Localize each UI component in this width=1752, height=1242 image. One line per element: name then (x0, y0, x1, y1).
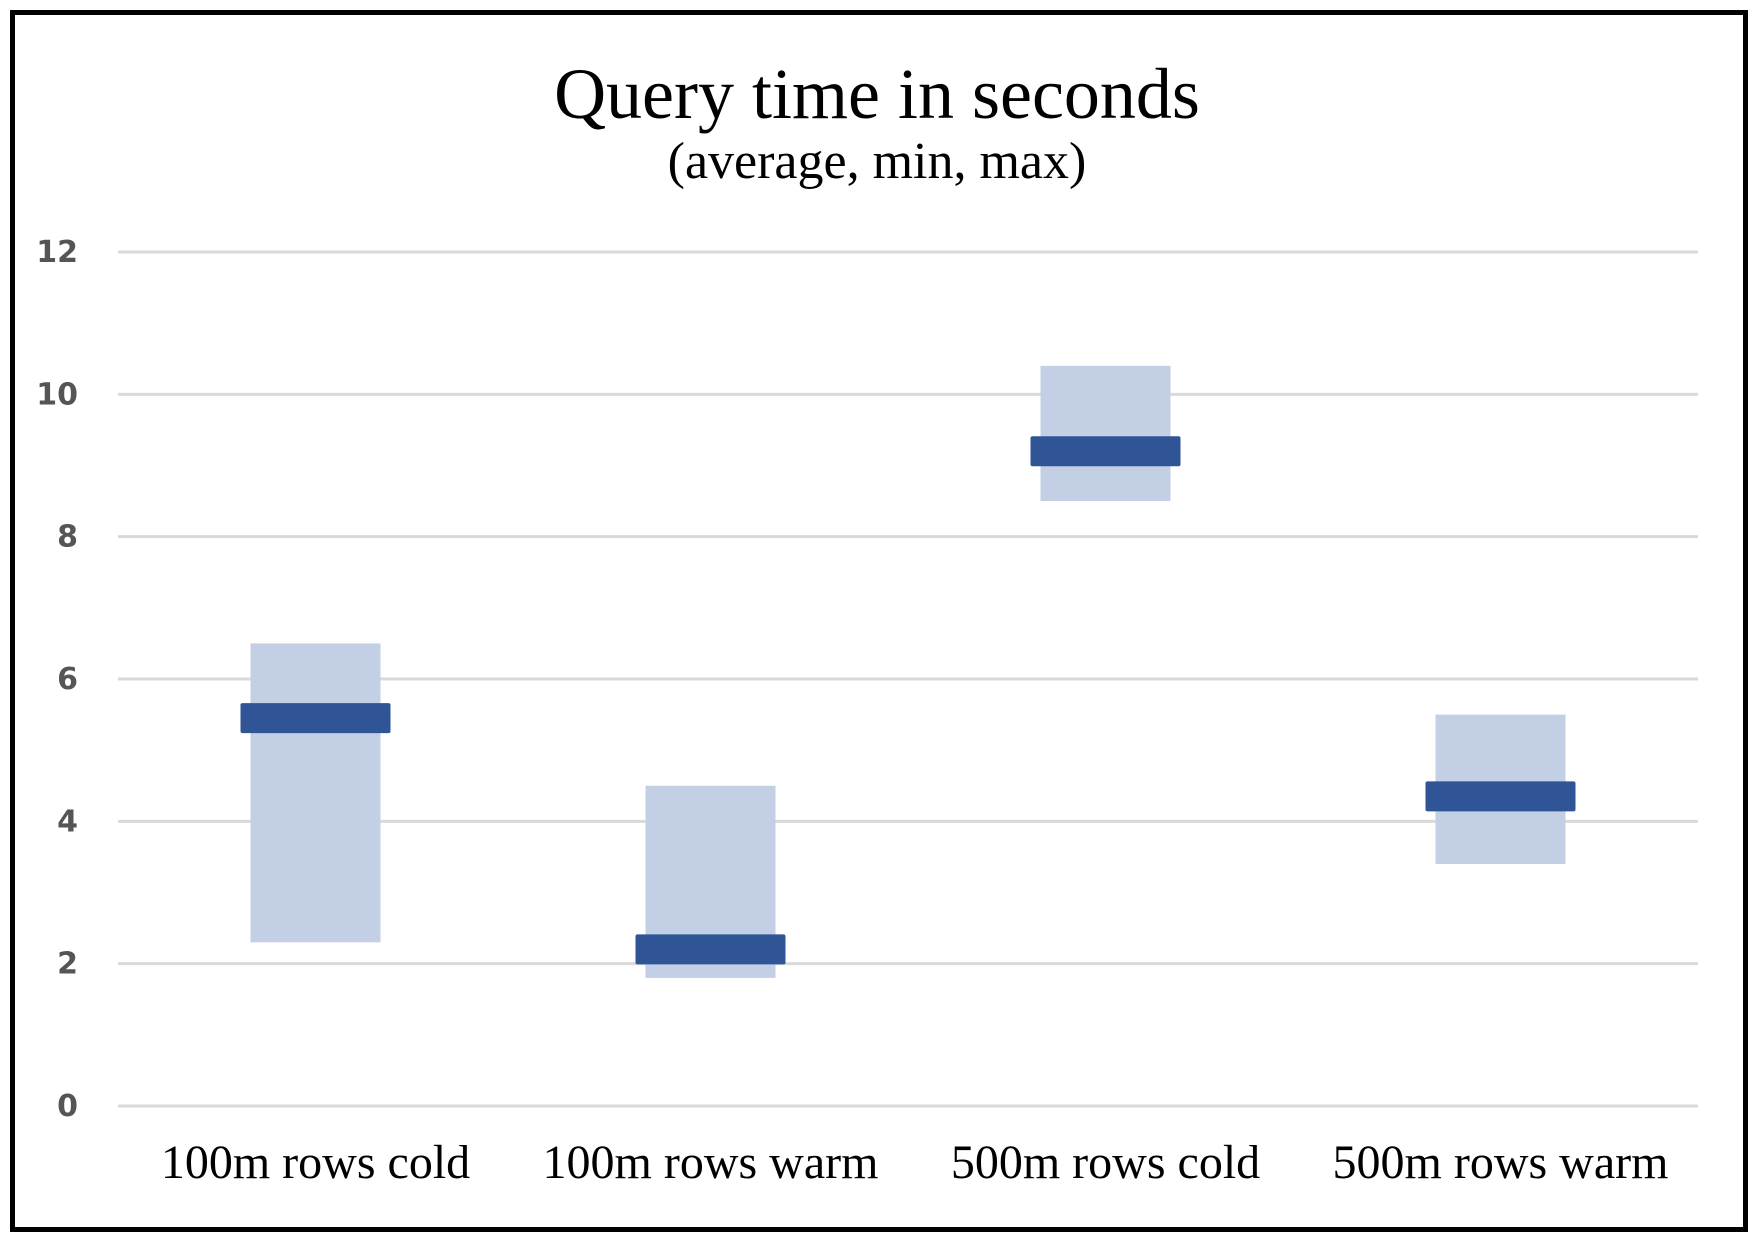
chart-subtitle: (average, min, max) (668, 133, 1087, 190)
average-marker (1425, 781, 1576, 812)
grid-lines (118, 250, 1698, 1108)
y-axis-ticks: 0 2 4 6 8 10 12 (36, 235, 78, 1124)
x-category-label: 500m rows cold (951, 1136, 1260, 1189)
range-bars (240, 365, 1576, 978)
chart-svg: Query time in seconds (average, min, max… (36, 54, 1698, 1189)
y-tick-label: 0 (57, 1089, 78, 1124)
x-axis-labels: 100m rows cold 100m rows warm 500m rows co… (161, 1136, 1669, 1189)
y-tick-label: 2 (57, 947, 78, 982)
average-marker (240, 703, 391, 734)
range-bar (1040, 365, 1171, 502)
average-marker (635, 934, 786, 965)
range-bar (250, 643, 381, 943)
chart-title: Query time in seconds (554, 54, 1200, 134)
x-category-label: 100m rows cold (161, 1136, 470, 1189)
x-category-label: 100m rows warm (543, 1136, 879, 1189)
y-tick-label: 4 (57, 804, 78, 839)
x-category-label: 500m rows warm (1333, 1136, 1669, 1189)
y-tick-label: 8 (57, 520, 78, 555)
chart-frame: Query time in seconds (average, min, max… (10, 10, 1748, 1232)
y-tick-label: 12 (36, 235, 78, 270)
average-marker (1030, 436, 1181, 467)
y-tick-label: 6 (57, 662, 78, 697)
y-tick-label: 10 (36, 377, 78, 412)
